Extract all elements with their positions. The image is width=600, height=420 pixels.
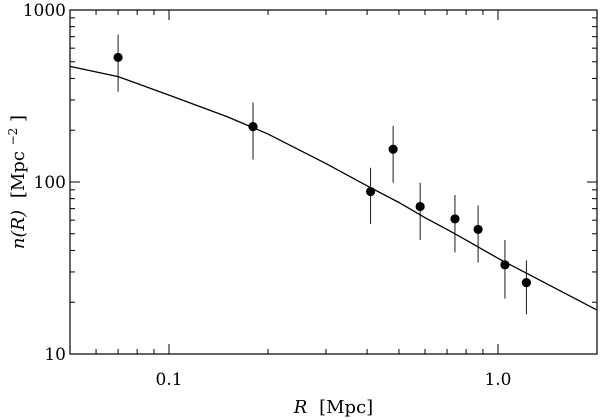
- data-point: [521, 278, 531, 288]
- y-axis-label: n(R) [Mpc −2 ]: [1, 115, 29, 249]
- y-axis-unit-close: ]: [8, 115, 29, 122]
- x-axis-unit: [Mpc]: [319, 397, 373, 418]
- data-points-layer: [113, 34, 531, 315]
- data-point: [248, 121, 258, 132]
- model-curve: [69, 65, 598, 311]
- labels-layer: 0.1 1.0 10 100 1000: [23, 1, 512, 390]
- data-point: [113, 52, 123, 63]
- y-axis-unit-exponent: −2: [6, 128, 20, 146]
- data-point: [450, 214, 460, 224]
- model-curve-layer: [69, 65, 598, 311]
- y-tick-label: 10: [44, 345, 66, 365]
- y-axis-unit: [Mpc: [8, 151, 29, 198]
- data-point: [366, 186, 376, 197]
- x-axis-label: R [Mpc]: [293, 397, 373, 418]
- data-point: [388, 144, 398, 154]
- x-axis-symbol: R: [293, 397, 308, 418]
- x-tick-label: 0.1: [156, 370, 183, 390]
- plot-frame: [69, 9, 598, 355]
- data-point: [415, 201, 425, 212]
- ticks-layer: [69, 9, 598, 355]
- y-tick-label: 100: [34, 173, 66, 193]
- y-tick-label: 1000: [23, 1, 66, 21]
- y-axis-symbol: n(R): [8, 210, 29, 249]
- data-point: [500, 260, 510, 270]
- data-point: [473, 224, 483, 235]
- x-tick-label: 1.0: [484, 370, 511, 390]
